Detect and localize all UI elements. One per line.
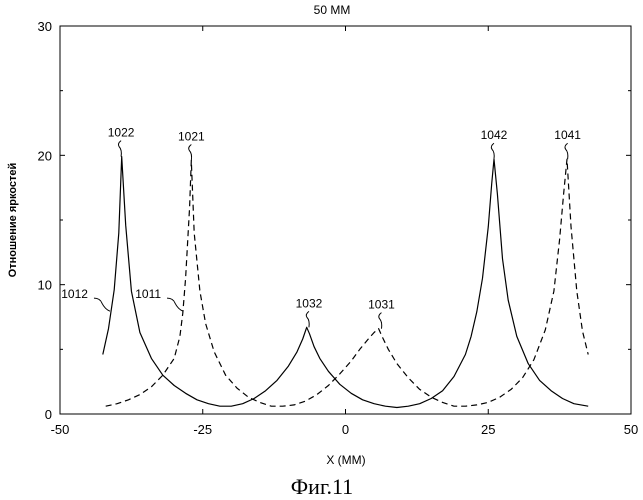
annotation-leader	[117, 140, 122, 157]
annotation-leader	[564, 142, 569, 160]
annotation-label: 1022	[108, 126, 135, 140]
annotation-label: 1032	[296, 296, 323, 310]
x-tick-label: 25	[481, 422, 495, 437]
annotation-leader	[167, 297, 184, 312]
y-tick-label: 0	[45, 407, 52, 422]
x-tick-label: 0	[342, 422, 349, 437]
annotation-leader	[188, 144, 193, 161]
annotation-label: 1031	[368, 298, 395, 312]
series-layer	[102, 156, 589, 409]
x-axis-label: X (MM)	[326, 453, 365, 467]
x-tick-label: 50	[624, 422, 638, 437]
y-tick-label: 20	[38, 148, 52, 163]
y-axis-label: Отношение яркостей	[7, 163, 19, 278]
y-tick-label: 10	[38, 278, 52, 293]
annotation-layer: 1022 1021 1012 1011 1032 1031 1042 1041	[61, 126, 581, 329]
annotation-leader	[305, 310, 310, 328]
annotation-leader	[490, 142, 495, 160]
series-line-1012	[102, 156, 589, 409]
figure-caption: Фиг.11	[291, 474, 353, 499]
y-tick-labels: 0 10 20 30	[38, 19, 52, 422]
x-tick-label: -25	[193, 422, 212, 437]
annotation-leader	[93, 297, 111, 312]
y-tick-label: 30	[38, 19, 52, 34]
annotation-label: 1011	[135, 287, 161, 301]
series-line-1011	[105, 158, 589, 407]
chart-title: 50 MM	[314, 3, 351, 17]
annotation-label: 1012	[61, 287, 88, 301]
axis-ticks	[59, 25, 632, 415]
annotation-leader	[378, 312, 383, 329]
x-tick-labels: -50 -25 0 25 50	[51, 422, 639, 437]
x-tick-label: -50	[51, 422, 70, 437]
plot-frame	[59, 25, 632, 415]
annotation-label: 1021	[178, 130, 205, 144]
annotation-label: 1041	[554, 128, 581, 142]
annotation-label: 1042	[481, 128, 508, 142]
